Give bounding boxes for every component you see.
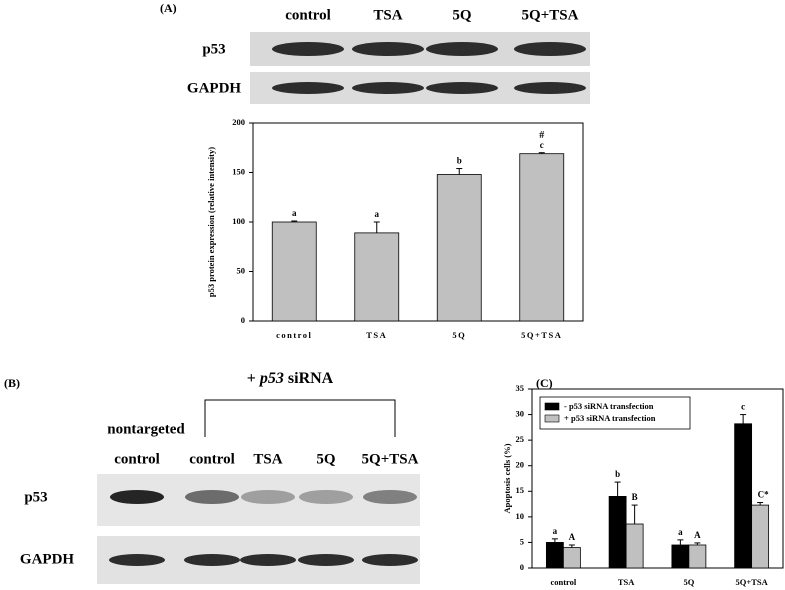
band [298, 554, 354, 566]
significance-label: a [375, 209, 380, 219]
row-label: p53 [24, 489, 47, 505]
y-tick-label: 0 [241, 315, 245, 325]
band [272, 42, 344, 56]
legend-label: - p53 siRNA transfection [564, 401, 654, 411]
panel-label: (A) [160, 1, 177, 15]
y-tick-label: 50 [237, 265, 246, 275]
y-tick-label: 5 [520, 536, 524, 546]
significance-label: a [678, 527, 683, 537]
significance-label: A [694, 530, 701, 540]
significance-label: a [292, 208, 297, 218]
y-tick-label: 200 [232, 117, 245, 127]
significance-label: a [553, 526, 558, 536]
band [109, 554, 165, 566]
significance-label: b [457, 156, 462, 166]
lane-label: control [114, 451, 160, 467]
band [514, 42, 586, 56]
band [299, 490, 353, 504]
y-tick-label: 150 [232, 166, 245, 176]
x-tick-label: 5Q+TSA [736, 577, 769, 587]
band [240, 554, 296, 566]
bar [519, 153, 565, 322]
band [363, 490, 417, 504]
lane-label: TSA [253, 451, 282, 467]
lane-label: TSA [373, 7, 402, 23]
band [241, 490, 295, 504]
lane-label: 5Q+TSA [362, 451, 419, 467]
plot-frame [531, 388, 784, 569]
legend-swatch [544, 414, 560, 423]
bar [354, 232, 400, 322]
bar [625, 523, 644, 569]
significance-label: c [741, 402, 745, 412]
significance-label: # [539, 130, 544, 141]
x-tick-label: control [276, 330, 312, 340]
lane-label: control [189, 451, 235, 467]
panel-label: (B) [4, 376, 20, 390]
band [272, 82, 344, 94]
bar [608, 495, 627, 569]
bar [562, 547, 581, 569]
lane-label: 5Q [452, 7, 472, 23]
legend-box [539, 396, 691, 430]
lane-label: control [285, 7, 331, 23]
band [514, 82, 586, 94]
legend-label: + p53 siRNA transfection [564, 413, 656, 423]
treatment-gene: p53 [258, 370, 284, 387]
x-tick-label: 5Q [452, 330, 466, 340]
treatment-label: + p53 siRNA [247, 370, 334, 387]
band [352, 82, 424, 94]
bar [751, 504, 770, 569]
x-tick-label: TSA [366, 330, 387, 340]
row-label: GAPDH [187, 80, 241, 96]
y-tick-label: 0 [520, 562, 524, 572]
bracket [204, 399, 396, 437]
y-tick-label: 15 [516, 485, 525, 495]
treatment-suffix: siRNA [288, 370, 334, 387]
y-tick-label: 30 [516, 409, 525, 419]
band [352, 42, 424, 56]
significance-label: c [540, 140, 544, 150]
bar [688, 544, 707, 569]
band [426, 42, 498, 56]
legend-swatch [544, 402, 560, 411]
bar [545, 542, 564, 569]
x-tick-label: TSA [618, 577, 635, 587]
y-tick-label: 100 [232, 216, 245, 226]
bar [436, 174, 482, 322]
panel-label: (C) [536, 376, 553, 390]
x-tick-label: 5Q+TSA [521, 330, 562, 340]
row-label: GAPDH [20, 551, 74, 567]
band [110, 490, 164, 504]
significance-label: B [632, 492, 638, 502]
bar [271, 221, 317, 322]
band [184, 554, 240, 566]
significance-label: b [615, 469, 620, 479]
y-tick-label: 35 [516, 383, 525, 393]
reference-label: nontargeted [107, 421, 185, 437]
y-tick-label: 25 [516, 434, 525, 444]
treatment-prefix: + [247, 370, 256, 387]
y-tick-label: 20 [516, 460, 525, 470]
band [185, 490, 239, 504]
y-axis-label: p53 protein expression (relative intensi… [206, 147, 216, 297]
y-tick-label: 10 [516, 511, 525, 521]
y-axis-label: Apoptosis cells (%) [502, 443, 512, 513]
x-tick-label: control [550, 577, 576, 587]
row-label: p53 [202, 41, 225, 57]
bar [734, 423, 753, 569]
x-tick-label: 5Q [683, 577, 694, 587]
significance-label: A [569, 532, 576, 542]
lane-label: 5Q+TSA [522, 7, 579, 23]
band [426, 82, 498, 94]
bar [671, 544, 690, 569]
lane-label: 5Q [316, 451, 336, 467]
band [362, 554, 418, 566]
significance-label: C* [758, 490, 769, 500]
